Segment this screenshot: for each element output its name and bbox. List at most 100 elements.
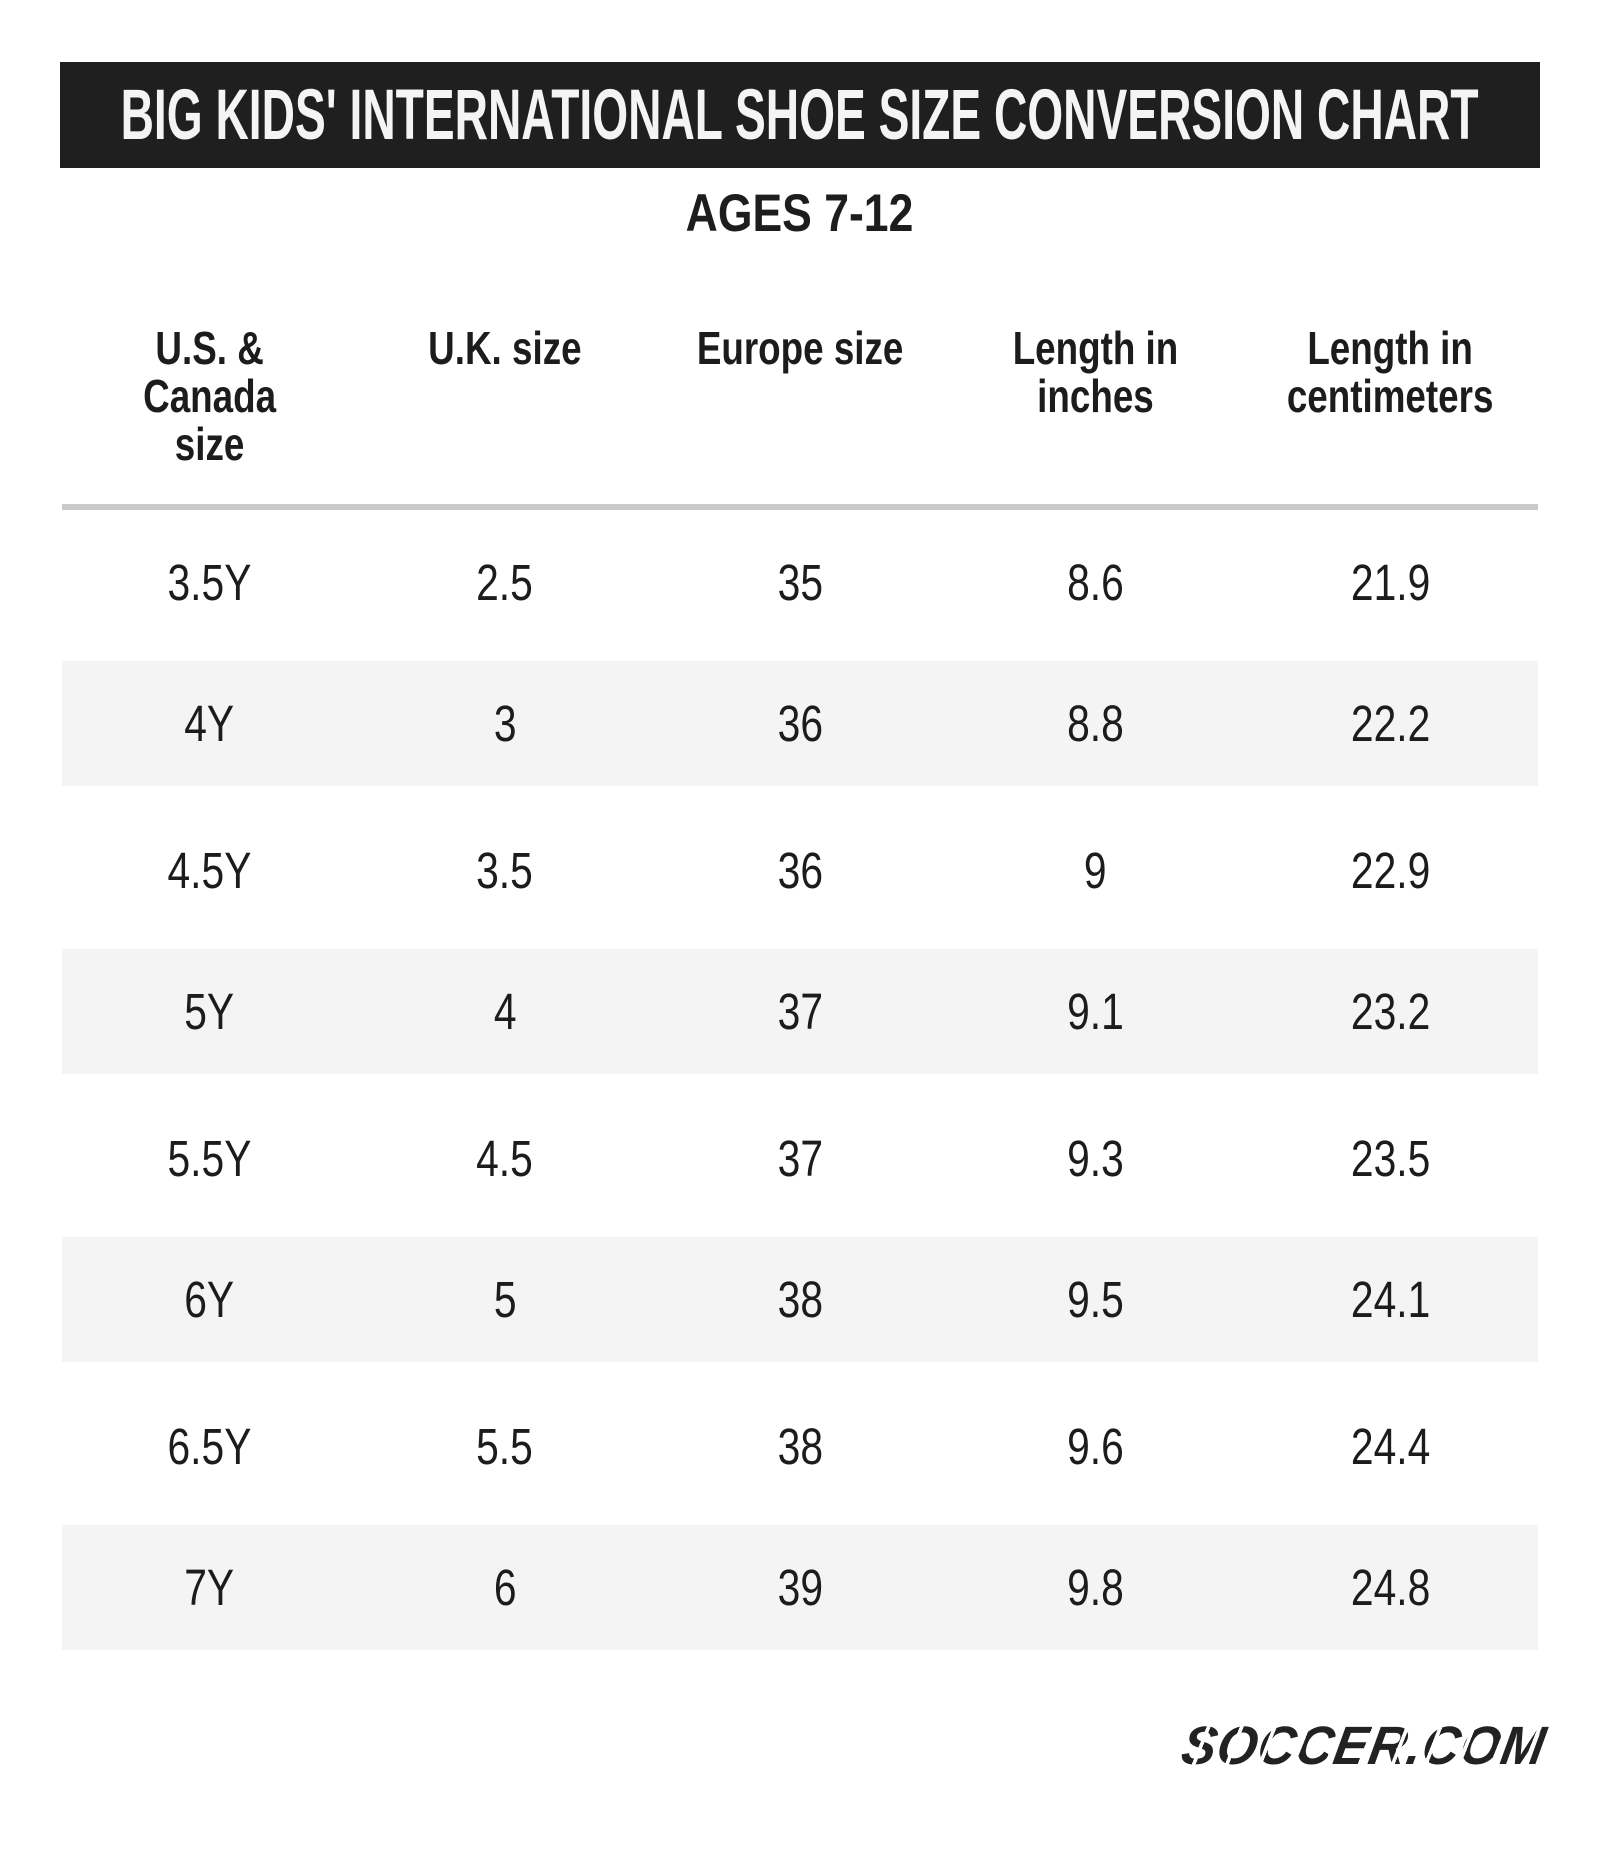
cell-value: 36 [777,841,823,899]
cell-value: 4 [493,983,517,1040]
table-cell: 35 [652,553,947,612]
table-cell: 4.5Y [62,841,357,900]
table-cell: 2.5 [357,553,652,612]
table-cell: 37 [652,1129,947,1188]
table-cell: 23.2 [1243,982,1538,1041]
cell-value: 9.5 [1066,1271,1124,1328]
cell-value: 23.5 [1350,1129,1431,1187]
cell-value: 5.5 [476,1417,534,1475]
cell-value: 9.1 [1066,983,1124,1040]
cell-value: 23.2 [1350,983,1431,1040]
subtitle: AGES 7-12 [0,182,1600,246]
cell-value: 35 [777,553,823,611]
cell-value: 2.5 [476,553,534,611]
table-row: 7Y 6 39 9.8 24.8 [62,1518,1538,1662]
column-header: U.K. size [357,324,652,372]
cell-value: 9 [1083,841,1107,899]
title-bar: BIG KIDS' INTERNATIONAL SHOE SIZE CONVER… [60,62,1540,168]
shoe-size-chart-page: { "header": { "title": "BIG KIDS' INTERN… [0,62,1600,1866]
cell-value: 3.5 [476,841,534,899]
table-cell: 6Y [62,1270,357,1329]
table-cell: 22.2 [1243,694,1538,753]
column-header-text: Length in centimeters [1287,322,1494,422]
cell-value: 8.8 [1066,695,1124,752]
column-header: Length in centimeters [1243,324,1538,420]
table-cell: 21.9 [1243,553,1538,612]
table-cell: 5.5Y [62,1129,357,1188]
table-cell: 5Y [62,982,357,1041]
table-cell: 9.3 [948,1129,1243,1188]
column-header: Europe size [652,324,947,372]
table-cell: 8.8 [948,694,1243,753]
table-cell: 37 [652,982,947,1041]
cell-value: 22.2 [1350,695,1431,752]
page-title: BIG KIDS' INTERNATIONAL SHOE SIZE CONVER… [121,75,1479,155]
cell-value: 4.5Y [167,841,252,899]
table-cell: 3 [357,694,652,753]
table-cell: 5 [357,1270,652,1329]
column-header: Length in inches [948,324,1243,420]
cell-value: 9.3 [1066,1129,1124,1187]
cell-value: 37 [777,983,823,1040]
cell-value: 6Y [184,1271,235,1328]
table-cell: 6.5Y [62,1417,357,1476]
column-header-text: Europe size [696,322,904,374]
cell-value: 4Y [184,695,235,752]
cell-value: 5Y [184,983,235,1040]
cell-value: 38 [777,1417,823,1475]
cell-value: 6.5Y [167,1417,252,1475]
cell-value: 4.5 [476,1129,534,1187]
table-body: 3.5Y 2.5 35 8.6 21.9 4Y 3 36 8.8 22.2 4.5Y 3.5 36 9 22… [62,510,1538,1662]
table-cell: 9.5 [948,1270,1243,1329]
cell-value: 38 [777,1271,823,1328]
cell-value: 22.9 [1350,841,1431,899]
column-header-text: U.S. & Canada size [143,322,277,470]
table-cell: 24.4 [1243,1417,1538,1476]
subtitle-text: AGES 7-12 [686,184,914,243]
cell-value: 24.1 [1350,1271,1431,1328]
table-cell: 9.8 [948,1558,1243,1617]
table-cell: 9.6 [948,1417,1243,1476]
table-cell: 9.1 [948,982,1243,1041]
cell-value: 3.5Y [167,553,252,611]
logo-text: SOCCER.COM [1177,1716,1551,1776]
cell-value: 36 [777,695,823,752]
table-cell: 22.9 [1243,841,1538,900]
table-cell: 4 [357,982,652,1041]
table-row: 6.5Y 5.5 38 9.6 24.4 [62,1374,1538,1518]
table-cell: 6 [357,1558,652,1617]
table-cell: 24.1 [1243,1270,1538,1329]
cell-value: 9.8 [1066,1559,1124,1616]
soccer-com-logo: SOCCER.COM [1168,1714,1557,1792]
cell-value: 21.9 [1350,553,1431,611]
table-header-row: U.S. & Canada size U.K. size Europe size Le… [62,324,1538,468]
cell-value: 39 [777,1559,823,1616]
table-cell: 4Y [62,694,357,753]
table-cell: 38 [652,1417,947,1476]
cell-value: 6 [493,1559,517,1616]
column-header-text: U.K. size [428,322,582,374]
cell-value: 24.8 [1350,1559,1431,1616]
table-cell: 7Y [62,1558,357,1617]
column-header-text: Length in inches [1012,322,1178,422]
table-row: 5Y 4 37 9.1 23.2 [62,942,1538,1086]
cell-value: 5 [493,1271,517,1328]
table-cell: 5.5 [357,1417,652,1476]
table-row: 4Y 3 36 8.8 22.2 [62,654,1538,798]
cell-value: 8.6 [1066,553,1124,611]
cell-value: 9.6 [1066,1417,1124,1475]
table-cell: 39 [652,1558,947,1617]
table-cell: 38 [652,1270,947,1329]
table-cell: 3.5 [357,841,652,900]
table-cell: 4.5 [357,1129,652,1188]
table-cell: 36 [652,841,947,900]
table-row: 6Y 5 38 9.5 24.1 [62,1230,1538,1374]
cell-value: 7Y [184,1559,235,1616]
table-cell: 36 [652,694,947,753]
cell-value: 24.4 [1350,1417,1431,1475]
cell-value: 3 [493,695,517,752]
cell-value: 5.5Y [167,1129,252,1187]
header-divider [62,504,1538,510]
table-row: 4.5Y 3.5 36 9 22.9 [62,798,1538,942]
